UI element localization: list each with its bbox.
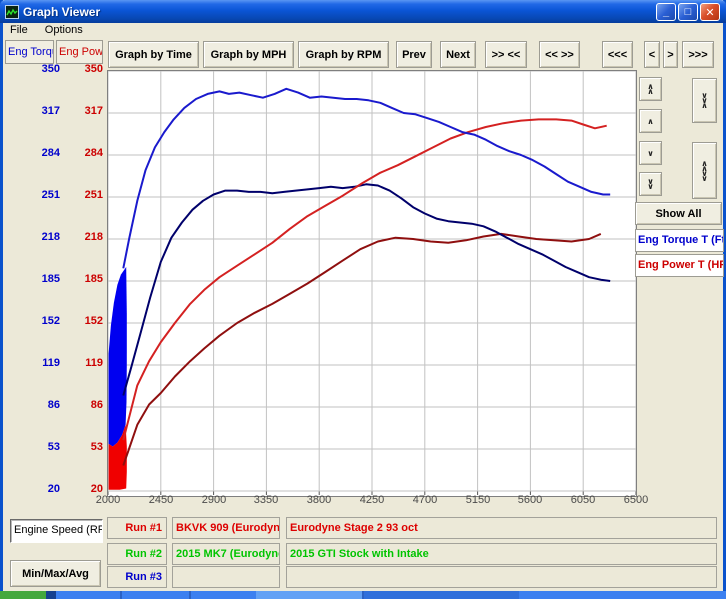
taskbar-segment[interactable] [46,591,56,599]
chevron-down-icon[interactable]: ∨ [639,141,662,165]
y-tick-torque: 86 [47,399,60,411]
toolbar-button-[interactable]: >> << [485,41,527,68]
torque-axis-header: Eng Torque [5,40,54,64]
power-axis-header: Eng Power [56,40,103,64]
y-tick-power: 185 [84,273,103,285]
y-tick-torque: 53 [47,441,60,453]
run-desc-1[interactable]: Eurodyne Stage 2 93 oct [286,517,717,539]
y-tick-torque: 152 [41,315,60,327]
toolbar-button-[interactable]: >>> [682,41,714,68]
minimize-button[interactable]: _ [656,3,676,21]
y-tick-torque: 185 [41,273,60,285]
toolbar-button-graph-by-time[interactable]: Graph by Time [108,41,199,68]
start-button-fragment[interactable] [0,591,46,599]
run-desc-3[interactable] [286,566,717,588]
taskbar-segment[interactable] [120,591,122,599]
y-tick-torque: 317 [41,105,60,117]
y-tick-power: 152 [84,315,103,327]
toolbar-button-[interactable]: << >> [539,41,580,68]
legend-power-channel[interactable]: Eng Power T (HP) [635,254,724,277]
taskbar[interactable] [0,591,726,599]
run-label-2: Run #2 [107,543,167,565]
taskbar-segment[interactable] [56,591,120,599]
series-run-1-eng-torque-ft-lb- [122,87,611,269]
y-tick-torque: 218 [41,231,60,243]
y-tick-power: 218 [84,231,103,243]
x-tick: 6050 [570,494,596,506]
y-tick-power: 350 [84,63,103,75]
startup-scatter-power [108,424,127,490]
toolbar-button-next[interactable]: Next [440,41,476,68]
y-tick-torque: 350 [41,63,60,75]
chevron-double-down-icon[interactable]: ∨ ∨ [639,172,662,196]
expand-vertical-icon[interactable]: ∧ ∧ ∨ ∨ [692,142,717,199]
series-run-1-eng-power-hp- [122,118,607,441]
x-tick: 2450 [148,494,174,506]
x-tick: 3350 [253,494,279,506]
y-tick-torque: 119 [42,357,60,369]
toolbar-button-[interactable]: < [644,41,660,68]
y-tick-torque: 251 [41,189,60,201]
series-run-2-eng-torque-ft-lb- [122,183,611,396]
x-tick: 2000 [95,494,121,506]
legend-torque-channel[interactable]: Eng Torque T (Ft-Lb) [635,229,724,252]
y-tick-power: 53 [90,441,103,453]
toolbar-button-prev[interactable]: Prev [396,41,432,68]
menu-file[interactable]: File [10,24,28,36]
y-tick-power: 119 [85,357,103,369]
y-tick-power: 284 [84,147,103,159]
y-tick-power: 20 [90,483,103,495]
x-tick: 5600 [517,494,543,506]
taskbar-segment[interactable] [362,591,364,599]
run-name-2[interactable]: 2015 MK7 (Eurodyne, E [172,543,280,565]
taskbar-segment[interactable] [519,591,726,599]
chevron-double-up-icon[interactable]: ∧ ∧ [639,77,662,101]
dyno-chart[interactable] [107,70,637,497]
taskbar-segment[interactable] [122,591,189,599]
run-label-1: Run #1 [107,517,167,539]
series-run-2-eng-power-hp- [122,232,602,466]
y-tick-torque: 284 [41,147,60,159]
y-tick-power: 317 [84,105,103,117]
min-max-avg-button[interactable]: Min/Max/Avg [10,560,101,587]
taskbar-segment[interactable] [189,591,191,599]
run-name-3[interactable] [172,566,280,588]
y-tick-power: 251 [84,189,103,201]
toolbar-button-graph-by-mph[interactable]: Graph by MPH [203,41,294,68]
y-tick-power: 86 [90,399,103,411]
close-button[interactable]: ✕ [700,3,720,21]
x-tick: 4250 [359,494,385,506]
menu-options[interactable]: Options [44,24,83,36]
toolbar-button-[interactable]: <<< [602,41,633,68]
taskbar-segment[interactable] [191,591,256,599]
x-tick: 5150 [465,494,491,506]
toolbar-button-[interactable]: > [663,41,678,68]
title-bar[interactable]: Graph Viewer _ □ ✕ [0,0,726,23]
chevron-up-icon[interactable]: ∧ [639,109,662,133]
startup-scatter-torque [108,267,127,447]
app-icon [5,4,19,19]
show-all-button[interactable]: Show All [635,202,722,225]
window-title: Graph Viewer [23,4,101,19]
toolbar-button-graph-by-rpm[interactable]: Graph by RPM [298,41,389,68]
run-desc-2[interactable]: 2015 GTI Stock with Intake [286,543,717,565]
y-tick-torque: 20 [47,483,60,495]
x-tick: 6500 [623,494,649,506]
taskbar-segment[interactable] [364,591,519,599]
x-tick: 3800 [306,494,332,506]
x-tick: 2900 [201,494,227,506]
x-tick: 4700 [412,494,438,506]
maximize-button[interactable]: □ [678,3,698,21]
taskbar-segment[interactable] [256,591,362,599]
menu-bar: File Options [3,23,723,38]
run-label-3: Run #3 [107,566,167,588]
compress-vertical-icon[interactable]: ∨ ∨ ∧ [692,78,717,123]
run-name-1[interactable]: BKVK 909 (Eurodyne, I [172,517,280,539]
x-axis-variable-box[interactable]: Engine Speed (RPM) [10,519,103,543]
